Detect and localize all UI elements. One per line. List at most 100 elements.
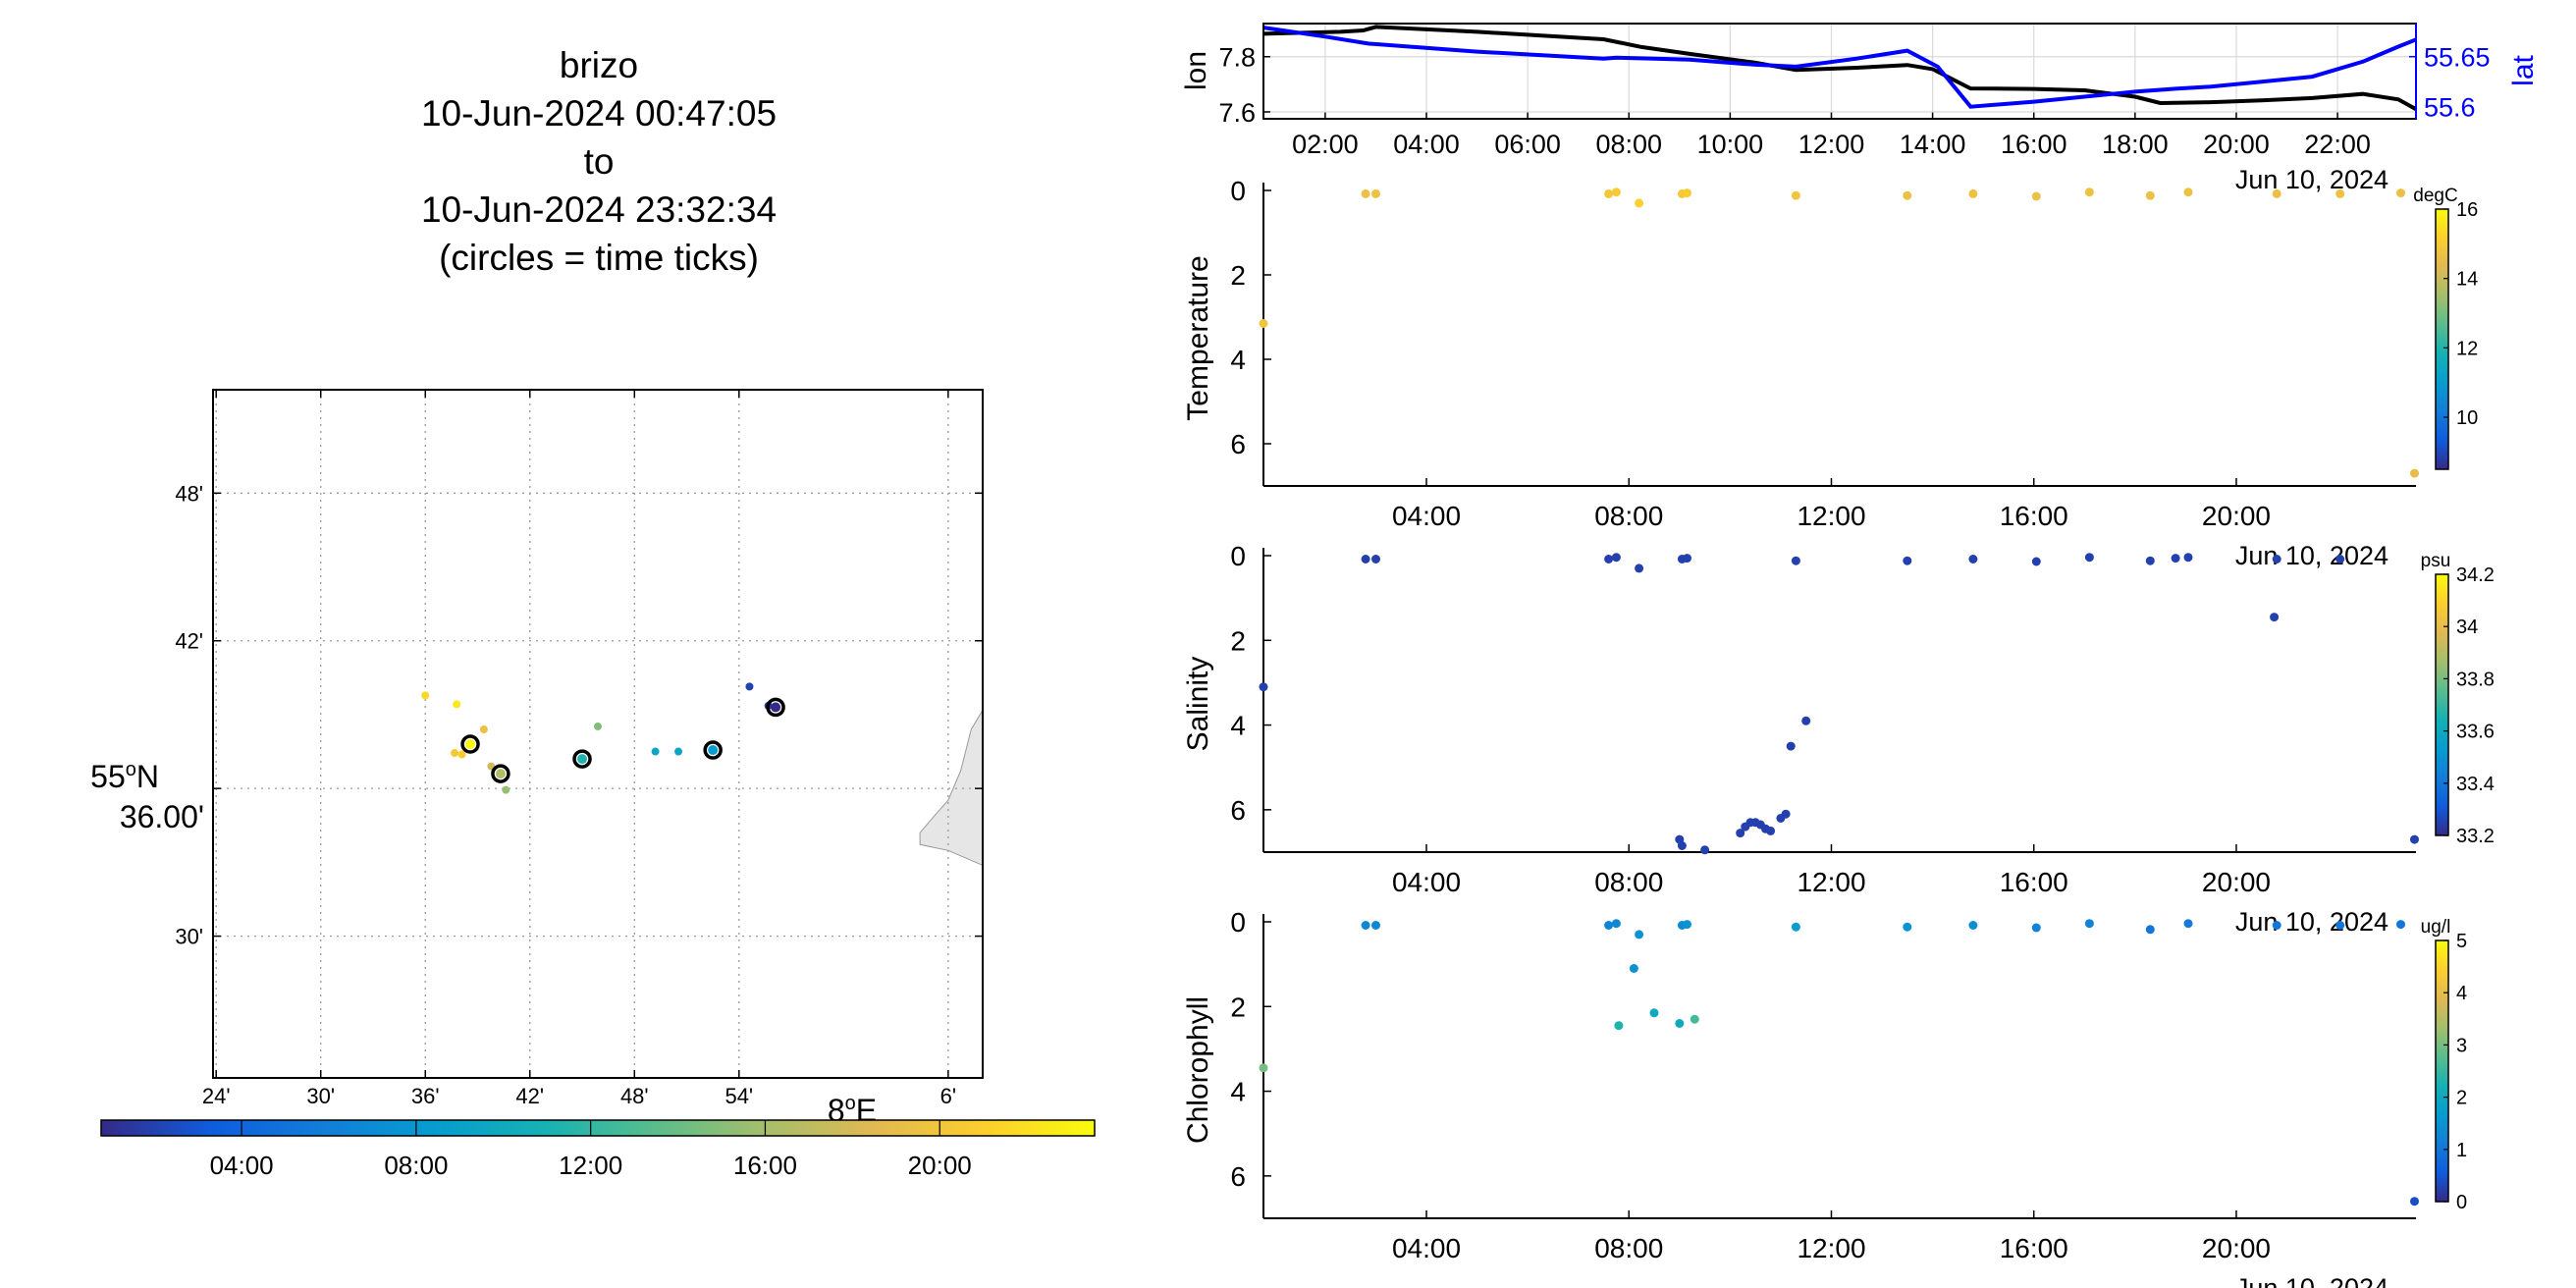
data-point — [2410, 834, 2419, 844]
track-point — [457, 750, 466, 759]
data-point — [1371, 188, 1380, 198]
panel-x-tick-label: 12:00 — [1797, 867, 1865, 897]
panel-colorbar-tick-label: 33.8 — [2456, 669, 2495, 690]
panel-y-tick-label: 6 — [1230, 429, 1246, 459]
lonlat-x-tick-label: 04:00 — [1393, 130, 1460, 159]
map-lon-degree-label: 8oE — [828, 1093, 877, 1128]
panel-y-axis-label: Chlorophyll — [1182, 996, 1214, 1144]
data-point — [1635, 198, 1644, 208]
panel-colorbar-tick-label: 5 — [2456, 931, 2467, 952]
track-point — [479, 724, 488, 733]
panel-colorbar-tick-label: 34.2 — [2456, 564, 2495, 586]
time-tick-circle — [491, 764, 510, 783]
data-point — [1604, 921, 1614, 930]
track-point — [453, 700, 461, 709]
salinity-panel: 0 2 4 6 04:00 08:00 12:00 16:00 20:00 Salinity Jun… — [1182, 541, 2495, 937]
lon-axis-label: lon — [1180, 51, 1212, 90]
data-point — [1903, 556, 1912, 565]
panel-y-tick-label: 0 — [1230, 176, 1246, 206]
title-to: to — [583, 141, 615, 182]
panel-colorbar-tick-label: 33.2 — [2456, 826, 2495, 847]
time-tick-circle — [766, 697, 785, 718]
data-point — [1683, 920, 1691, 930]
panel-x-tick-label: 12:00 — [1797, 1233, 1865, 1263]
panel-x-tick-label: 08:00 — [1594, 867, 1663, 897]
figure-title: brizo 10-Jun-2024 00:47:05 to 10-Jun-202… — [324, 41, 874, 282]
panel-x-tick-label: 08:00 — [1594, 501, 1663, 531]
map-lon-tick-label: 42' — [515, 1084, 544, 1108]
panel-date-label: Jun 10, 2024 — [2235, 541, 2388, 570]
panel-y-tick-label: 4 — [1230, 711, 1246, 741]
data-point — [1903, 190, 1912, 200]
panel-colorbar-tick-label: 12 — [2456, 338, 2478, 359]
data-point — [1781, 809, 1791, 819]
data-point — [1371, 921, 1380, 930]
map-lat-degree-label: 55oN — [90, 759, 159, 794]
lon-lat-timeseries: 02:00 04:00 06:00 08:00 10:00 12:00 14:00 16:00… — [1180, 23, 2540, 194]
map-lat-tick-label: 30' — [175, 925, 203, 949]
data-point — [2145, 925, 2155, 935]
map-lon-hemisphere: E — [856, 1093, 877, 1128]
track-point — [651, 747, 660, 756]
data-point — [2410, 468, 2419, 478]
panel-colorbar-units: degC — [2413, 186, 2457, 206]
data-point — [1683, 188, 1691, 198]
data-point — [2270, 613, 2280, 622]
panel-date-label: Jun 10, 2024 — [2235, 907, 2388, 937]
chlorophyll-panel: 0 2 4 6 04:00 08:00 12:00 16:00 20:00 Chlorophyll… — [1182, 907, 2467, 1288]
panel-colorbar-tick-label: 0 — [2456, 1192, 2467, 1213]
title-end: 10-Jun-2024 23:32:34 — [420, 189, 778, 230]
map-lon-degree-value: 8 — [828, 1093, 845, 1128]
time-colorbar: 04:00 08:00 12:00 16:00 20:00 — [100, 1119, 1096, 1180]
track-point — [708, 745, 719, 756]
panel-colorbar-tick-label: 33.4 — [2456, 774, 2495, 795]
track-point — [577, 754, 588, 765]
data-point — [2145, 190, 2155, 200]
data-point — [1259, 1063, 1268, 1073]
panel-y-axis-label: Salinity — [1182, 657, 1214, 752]
data-point — [2335, 921, 2345, 930]
track-point — [495, 769, 506, 779]
lonlat-x-tick-label: 22:00 — [2304, 130, 2371, 159]
track-point — [771, 702, 781, 713]
data-point — [1791, 922, 1800, 932]
panel-y-tick-label: 6 — [1230, 1161, 1246, 1192]
map-frame — [212, 389, 984, 1079]
lonlat-x-tick-label: 16:00 — [2001, 130, 2067, 159]
data-point — [2084, 553, 2094, 563]
map-lon-tick-label: 36' — [411, 1084, 440, 1108]
panel-y-tick-label: 4 — [1230, 345, 1246, 375]
panel-x-tick-label: 12:00 — [1797, 501, 1865, 531]
data-point — [2335, 555, 2345, 564]
panel-x-tick-label: 16:00 — [2000, 1233, 2068, 1263]
temperature-panel: 0 2 4 6 04:00 08:00 12:00 16:00 20:00 Temperature… — [1182, 176, 2478, 570]
panel-x-tick-label: 20:00 — [2202, 501, 2271, 531]
map-lon-tick-label: 54' — [724, 1084, 753, 1108]
data-point — [1259, 319, 1268, 328]
data-point — [2031, 557, 2041, 566]
map-lat-minutes-label: 36.00' — [120, 799, 204, 834]
panel-x-tick-label: 08:00 — [1594, 1233, 1663, 1263]
data-point — [1968, 555, 1978, 564]
panel-colorbar-tick-label: 4 — [2456, 983, 2467, 1004]
data-point — [2410, 1197, 2419, 1207]
data-point — [1611, 553, 1621, 563]
data-point — [1968, 188, 1978, 198]
lonlat-x-tick-label: 20:00 — [2203, 130, 2270, 159]
time-colorbar-tick-label: 04:00 — [210, 1151, 274, 1180]
data-point — [2031, 923, 2041, 933]
data-point — [2171, 554, 2180, 564]
track-map: 24' 30' 36' 42' 48' 54' 6'48'42'30'55oN36.00'8… — [90, 389, 984, 1128]
title-platform: brizo — [559, 45, 639, 85]
track-point — [451, 749, 459, 758]
data-point — [1903, 922, 1912, 932]
panel-colorbar-tick-label: 1 — [2456, 1140, 2467, 1161]
data-point — [1649, 1008, 1659, 1018]
data-point — [2031, 191, 2041, 201]
panel-colorbar-tick-label: 34 — [2456, 617, 2478, 638]
map-lat-tick-label: 48' — [175, 481, 203, 506]
title-note: (circles = time ticks) — [439, 238, 759, 278]
lat-tick-label: 55.6 — [2424, 93, 2476, 123]
data-point — [1690, 1014, 1699, 1024]
